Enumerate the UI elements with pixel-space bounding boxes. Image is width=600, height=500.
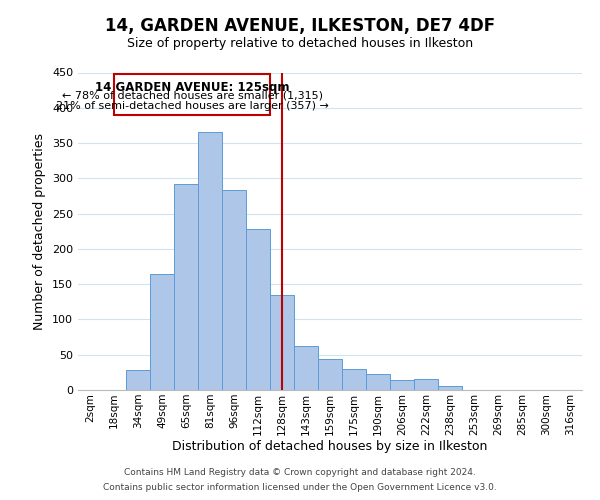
Bar bbox=[390, 380, 414, 390]
Bar bbox=[222, 190, 246, 390]
Bar bbox=[150, 274, 174, 390]
Bar bbox=[174, 184, 198, 390]
Bar bbox=[414, 380, 438, 390]
Bar bbox=[342, 369, 366, 390]
FancyBboxPatch shape bbox=[114, 74, 270, 115]
Bar bbox=[294, 346, 318, 390]
Text: ← 78% of detached houses are smaller (1,315): ← 78% of detached houses are smaller (1,… bbox=[62, 91, 323, 101]
Text: 21% of semi-detached houses are larger (357) →: 21% of semi-detached houses are larger (… bbox=[56, 100, 328, 110]
Text: Contains HM Land Registry data © Crown copyright and database right 2024.: Contains HM Land Registry data © Crown c… bbox=[124, 468, 476, 477]
Bar bbox=[246, 229, 270, 390]
Y-axis label: Number of detached properties: Number of detached properties bbox=[34, 132, 46, 330]
Bar bbox=[198, 132, 222, 390]
Bar bbox=[318, 359, 342, 390]
Text: Contains public sector information licensed under the Open Government Licence v3: Contains public sector information licen… bbox=[103, 483, 497, 492]
Bar bbox=[126, 370, 150, 390]
Text: Size of property relative to detached houses in Ilkeston: Size of property relative to detached ho… bbox=[127, 38, 473, 51]
Bar bbox=[366, 374, 390, 390]
Text: 14 GARDEN AVENUE: 125sqm: 14 GARDEN AVENUE: 125sqm bbox=[95, 81, 289, 94]
X-axis label: Distribution of detached houses by size in Ilkeston: Distribution of detached houses by size … bbox=[172, 440, 488, 454]
Bar bbox=[270, 294, 294, 390]
Bar bbox=[438, 386, 462, 390]
Text: 14, GARDEN AVENUE, ILKESTON, DE7 4DF: 14, GARDEN AVENUE, ILKESTON, DE7 4DF bbox=[105, 18, 495, 36]
